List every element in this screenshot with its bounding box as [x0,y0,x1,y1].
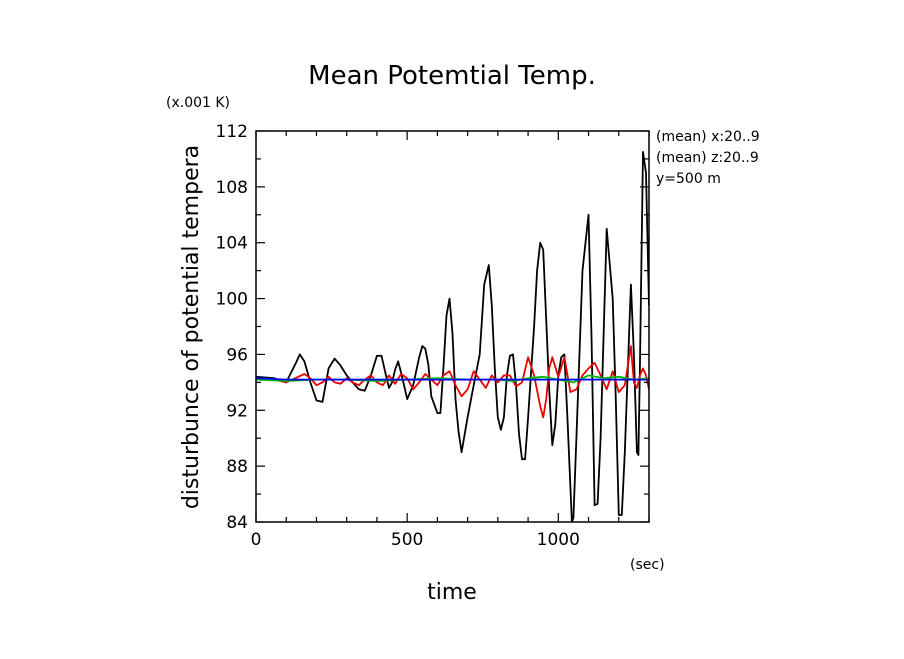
annotation-z-mean: (mean) z:20..9 [656,150,759,166]
y-tick-label: 112 [216,122,248,142]
series-line-1 [256,150,649,522]
x-unit-label: (sec) [630,557,665,573]
y-tick-label: 88 [226,457,248,477]
plot-frame [255,130,650,523]
y-tick-label: 84 [226,513,248,533]
y-tick-label: 100 [216,290,248,310]
chart-title: Mean Potemtial Temp. [308,61,596,91]
y-tick-label: 92 [226,401,248,421]
series-line-2 [256,345,649,419]
y-unit-label: (x.001 K) [166,95,230,111]
x-tick-label: 500 [391,530,423,550]
y-axis-title: disturbunce of potential tempera [179,145,204,509]
x-axis-title: time [427,580,477,605]
series-line-5 [256,377,649,381]
x-tick-label: 0 [251,530,262,550]
annotation-y-position: y=500 m [656,171,721,187]
y-tick-label: 96 [226,345,248,365]
y-tick-label: 104 [216,234,248,254]
y-tick-label: 108 [216,178,248,198]
annotation-x-mean: (mean) x:20..9 [656,129,760,145]
x-tick-label: 1000 [537,530,580,550]
